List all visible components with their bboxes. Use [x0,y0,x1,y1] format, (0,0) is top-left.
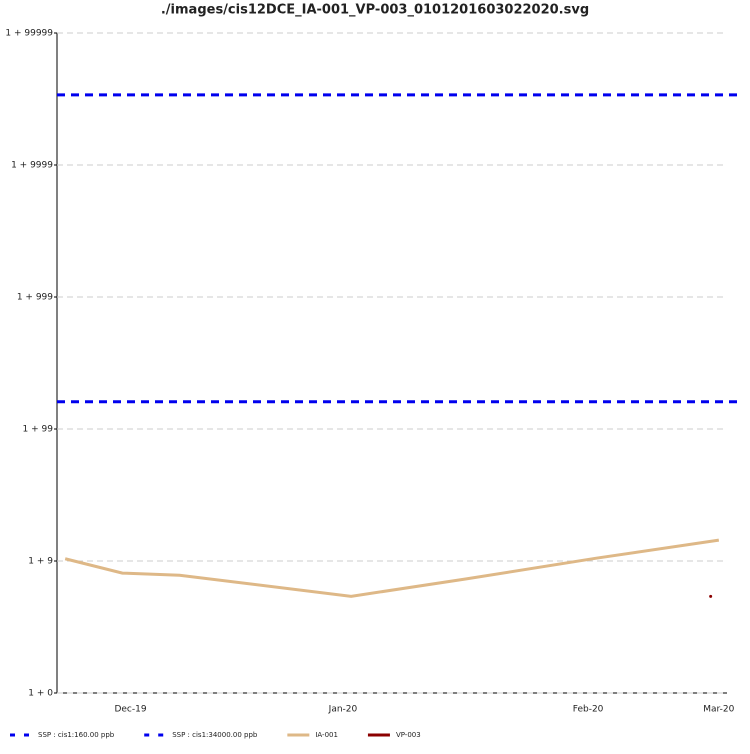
legend-label: SSP : cis1:160.00 ppb [38,731,115,739]
x-tick-label: Jan-20 [328,705,358,715]
x-tick-label: Mar-20 [703,705,734,715]
legend-label: VP-003 [396,731,421,739]
y-tick-label: 1 + 99 [23,425,54,435]
chart-title: ./images/cis12DCE_IA-001_VP-003_01012016… [161,3,589,18]
y-tick-label: 1 + 9999 [11,161,53,171]
legend-label: IA-001 [315,731,338,739]
y-tick-label: 1 + 0 [28,689,53,699]
y-tick-label: 1 + 9 [28,557,53,567]
y-tick-label: 1 + 99999 [5,29,53,39]
data-point [709,594,713,598]
y-tick-label: 1 + 999 [17,293,53,303]
x-tick-label: Dec-19 [114,705,146,715]
legend-label: SSP : cis1:34000.00 ppb [172,731,258,739]
series-line [64,538,720,598]
x-tick-label: Feb-20 [573,705,604,715]
